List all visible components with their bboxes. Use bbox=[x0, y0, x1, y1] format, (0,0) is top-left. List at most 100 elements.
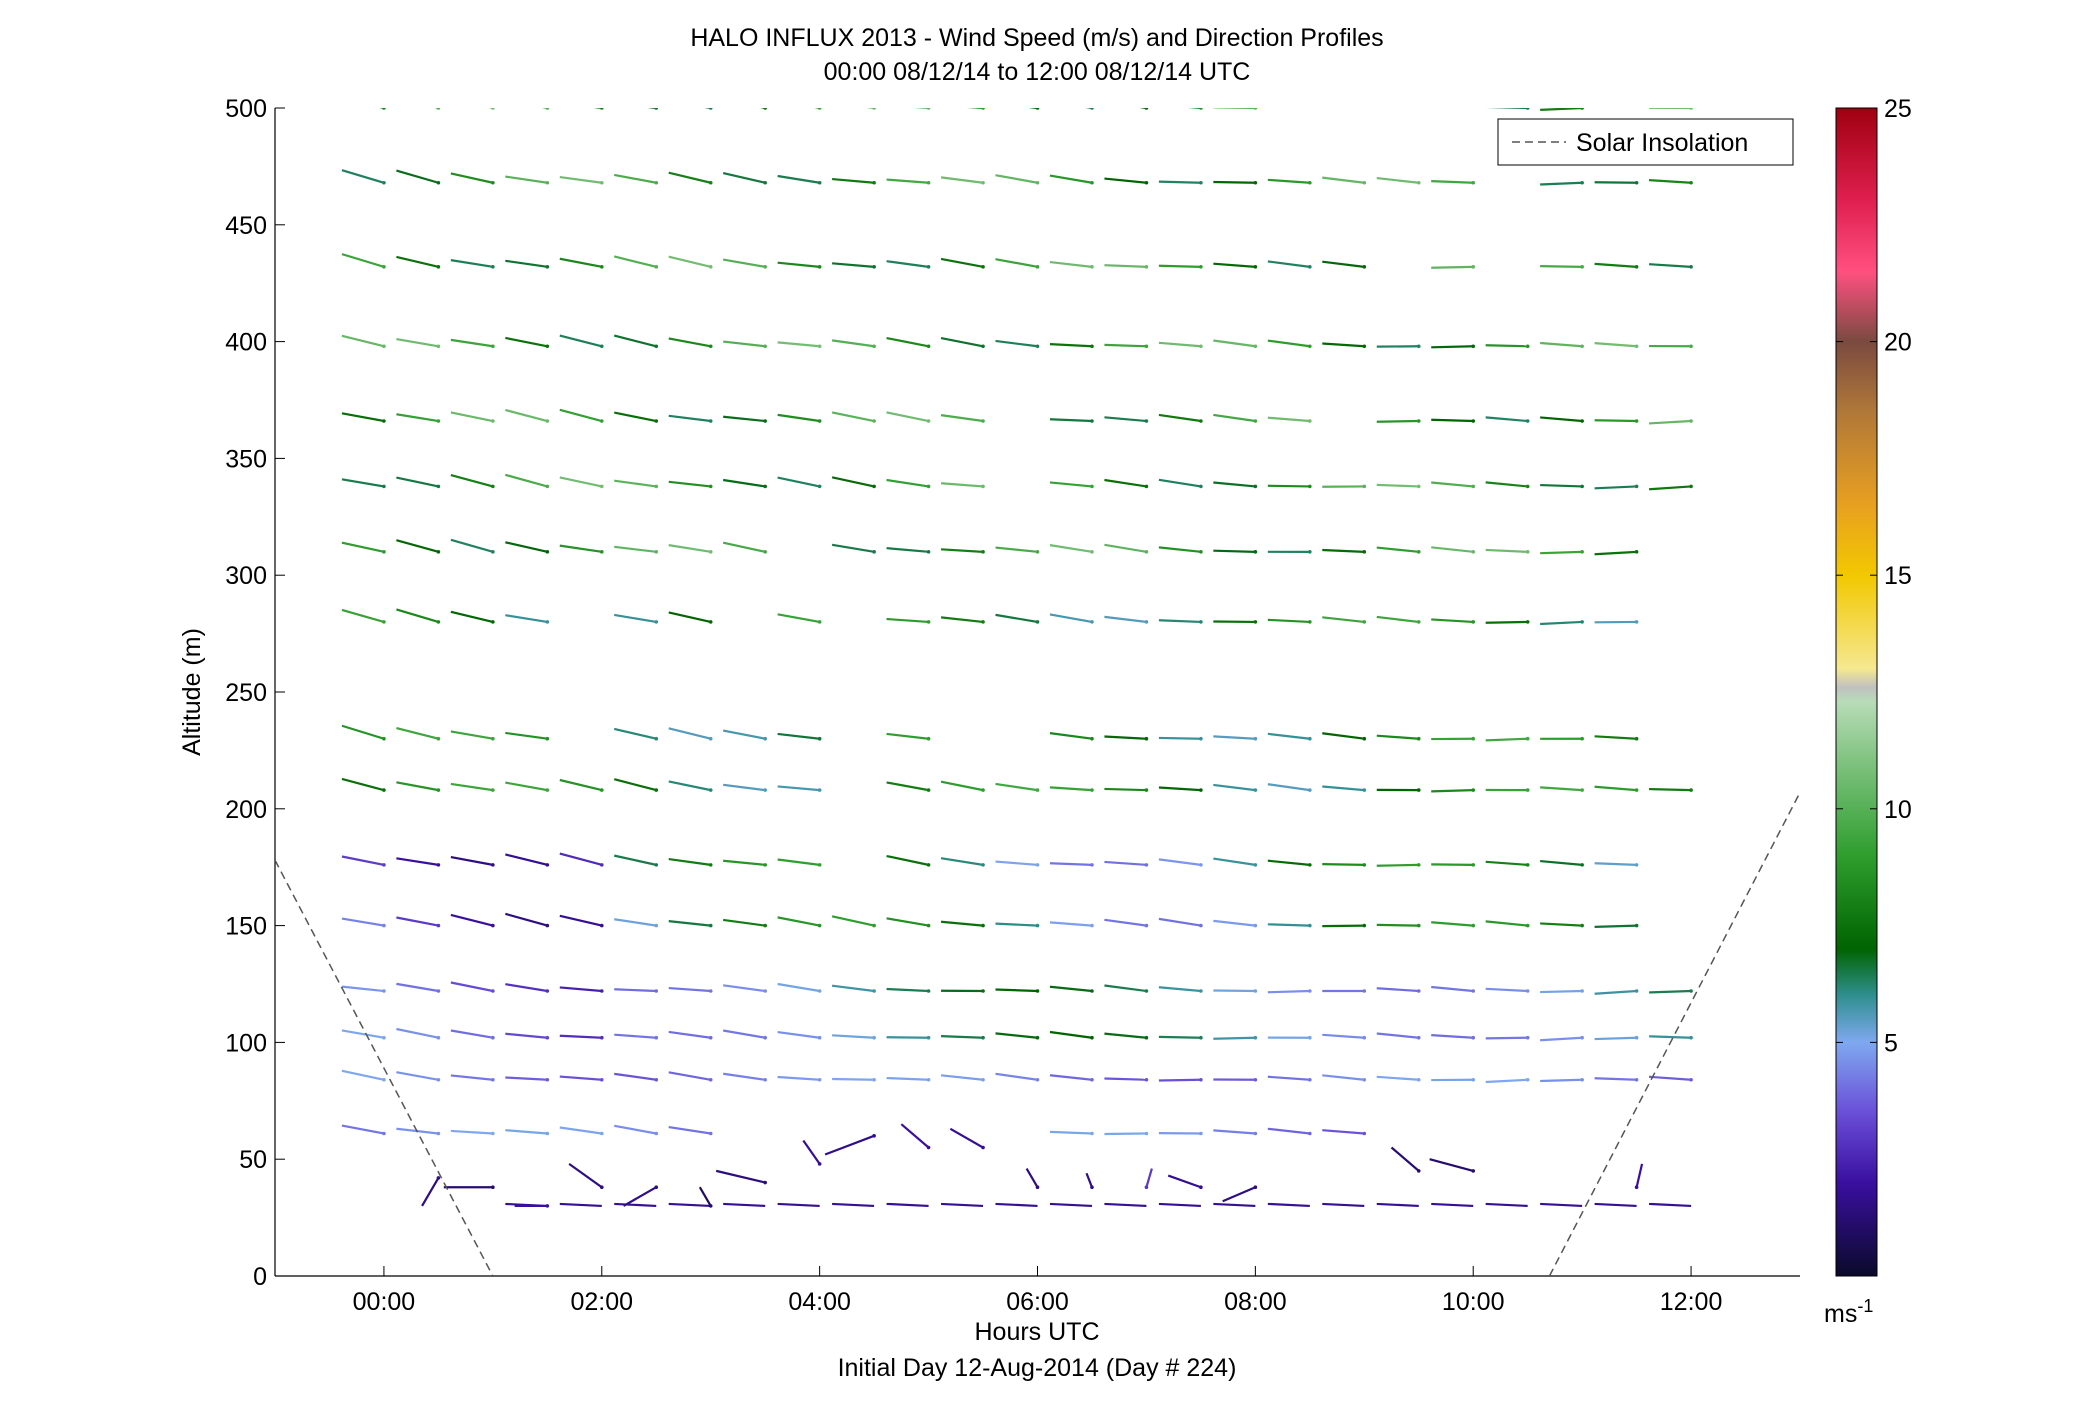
wind-vector-tip bbox=[1362, 484, 1367, 489]
wind-vector bbox=[505, 336, 548, 348]
wind-vector-tip bbox=[1144, 736, 1149, 741]
wind-vector bbox=[396, 857, 439, 866]
wind-vector bbox=[668, 611, 711, 623]
wind-vector bbox=[802, 1139, 821, 1165]
wind-vector bbox=[396, 608, 439, 623]
wind-vector bbox=[940, 414, 984, 423]
wind-vector bbox=[1540, 483, 1583, 488]
wind-vector-tip bbox=[1253, 1077, 1258, 1082]
wind-vector-tip bbox=[817, 1162, 822, 1166]
wind-vector bbox=[668, 480, 711, 488]
wind-vector bbox=[886, 1076, 929, 1081]
wind-vector bbox=[995, 1032, 1038, 1039]
wind-vector bbox=[1213, 1202, 1256, 1208]
wind-vector-tip bbox=[1471, 788, 1476, 792]
wind-vector bbox=[995, 258, 1038, 268]
wind-vector bbox=[1049, 481, 1093, 488]
wind-vector-tip bbox=[708, 620, 713, 624]
wind-vector bbox=[1104, 1202, 1147, 1208]
wind-vector-tip bbox=[763, 1180, 767, 1185]
wind-vector-tip bbox=[817, 863, 822, 867]
wind-vector-tip bbox=[1580, 1035, 1584, 1040]
wind-vectors bbox=[341, 108, 1693, 1208]
wind-vector-tip bbox=[926, 265, 931, 269]
wind-vector bbox=[1431, 481, 1474, 488]
wind-vector-tip bbox=[1416, 788, 1421, 792]
wind-vector-tip bbox=[763, 180, 767, 185]
wind-vector bbox=[1049, 1130, 1093, 1135]
wind-vector bbox=[1594, 419, 1637, 423]
wind-vector-tip bbox=[1416, 923, 1421, 928]
wind-vector bbox=[886, 987, 929, 993]
wind-vector-tip bbox=[1525, 989, 1530, 993]
wind-vector-tip bbox=[1525, 1077, 1530, 1082]
wind-vector-tip bbox=[1253, 620, 1258, 624]
wind-vector-tip bbox=[1253, 344, 1258, 349]
wind-vector bbox=[614, 988, 657, 993]
wind-vector-tip bbox=[1144, 180, 1149, 185]
wind-vector-tip bbox=[1416, 1169, 1421, 1173]
wind-vector-tip bbox=[872, 419, 876, 423]
wind-vector bbox=[613, 727, 657, 740]
wind-vector-tip bbox=[491, 1077, 495, 1082]
wind-vector-tip bbox=[1416, 180, 1421, 185]
wind-vector bbox=[832, 262, 875, 268]
wind-vector bbox=[1213, 857, 1256, 866]
wind-vector bbox=[1145, 1168, 1153, 1188]
wind-vector bbox=[940, 857, 984, 866]
wind-vector-tip bbox=[1308, 923, 1312, 928]
wind-vector bbox=[450, 172, 494, 184]
wind-vector bbox=[505, 473, 548, 488]
wind-vector bbox=[613, 255, 657, 268]
wind-vector-tip bbox=[1471, 1035, 1476, 1040]
wind-vector bbox=[614, 613, 657, 624]
wind-vector-tip bbox=[436, 108, 441, 110]
wind-vector bbox=[668, 1071, 711, 1081]
wind-vector-tip bbox=[1471, 1077, 1476, 1082]
wind-vector-tip bbox=[926, 550, 931, 554]
wind-vector-tip bbox=[654, 180, 659, 185]
wind-vector bbox=[379, 108, 384, 110]
wind-vector-tip bbox=[1035, 180, 1040, 185]
wind-vector-tip bbox=[1308, 550, 1312, 554]
wind-vector bbox=[1322, 616, 1365, 624]
wind-vector-tip bbox=[654, 788, 659, 792]
wind-vector bbox=[1049, 732, 1093, 740]
x-tick-label: 02:00 bbox=[571, 1288, 634, 1316]
wind-vector bbox=[940, 616, 984, 624]
wind-vector-tip bbox=[599, 484, 604, 489]
wind-vector-tip bbox=[1199, 923, 1203, 928]
wind-vector bbox=[995, 546, 1038, 553]
wind-vector bbox=[396, 476, 439, 488]
wind-vector bbox=[1540, 181, 1583, 186]
wind-vector bbox=[613, 334, 657, 348]
wind-vector-tip bbox=[926, 1077, 931, 1082]
wind-vector bbox=[1540, 341, 1583, 348]
wind-vector bbox=[1376, 615, 1419, 624]
wind-vector-tip bbox=[599, 1131, 604, 1136]
wind-vector-tip bbox=[382, 788, 386, 792]
wind-vector-tip bbox=[1471, 484, 1476, 489]
wind-vector-tip bbox=[1144, 550, 1149, 554]
wind-vector-tip bbox=[708, 550, 713, 554]
wind-vector bbox=[940, 548, 984, 553]
y-tick-label: 300 bbox=[225, 562, 267, 590]
wind-vector-tip bbox=[1634, 863, 1639, 867]
wind-vector-tip bbox=[491, 344, 495, 349]
wind-vector-tip bbox=[599, 1185, 604, 1190]
wind-vector bbox=[505, 408, 548, 423]
wind-vector-tip bbox=[599, 550, 604, 554]
wind-vector-tip bbox=[1634, 1185, 1639, 1190]
wind-vector bbox=[396, 726, 439, 740]
wind-vector bbox=[1139, 108, 1147, 110]
wind-vector bbox=[1104, 918, 1147, 927]
wind-vector bbox=[450, 913, 494, 927]
wind-vector-tip bbox=[1035, 550, 1040, 554]
wind-vector-tip bbox=[1090, 265, 1094, 269]
wind-vector-tip bbox=[1308, 989, 1312, 993]
wind-vector-tip bbox=[1253, 1131, 1258, 1136]
y-tick-label: 250 bbox=[225, 679, 267, 707]
wind-vector-tip bbox=[1580, 989, 1584, 993]
wind-vector-tip bbox=[436, 989, 441, 993]
wind-vector-tip bbox=[382, 265, 386, 269]
